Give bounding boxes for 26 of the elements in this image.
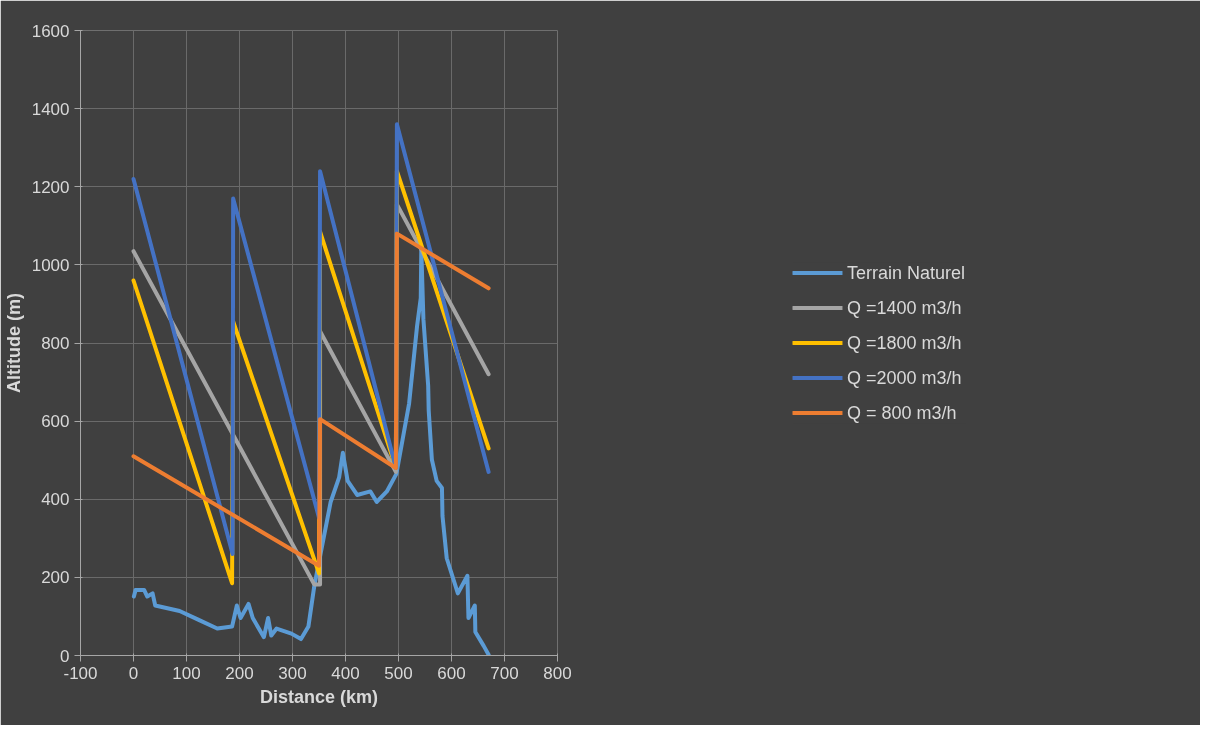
x-tick-label: 200: [225, 663, 254, 683]
x-tick-label: -100: [63, 663, 98, 683]
x-tick-label: 500: [384, 663, 413, 683]
x-tick-label: 300: [278, 663, 307, 683]
x-tick-label: 600: [437, 663, 466, 683]
x-axis-title: Distance (km): [259, 686, 379, 707]
y-tick-label: 1600: [31, 21, 70, 41]
y-tick-label: 1200: [31, 177, 70, 197]
y-tick-label: 1000: [31, 255, 70, 275]
y-tick-label: 600: [41, 412, 70, 432]
y-axis-title: Altitude (m): [3, 293, 24, 393]
y-tick-label: 1400: [31, 99, 70, 119]
x-tick-label: 700: [490, 663, 519, 683]
y-tick-label: 0: [60, 646, 70, 666]
legend-label: Q =1800 m3/h: [846, 332, 962, 353]
legend-label: Terrain Naturel: [846, 262, 966, 283]
y-tick-label: 400: [41, 490, 70, 510]
x-tick-label: 100: [172, 663, 201, 683]
y-tick-label: 200: [41, 568, 70, 588]
legend-label: Q =2000 m3/h: [846, 367, 962, 388]
x-tick-label: 400: [331, 663, 360, 683]
y-tick-label: 800: [41, 334, 70, 353]
legend-label: Q = 800 m3/h: [846, 402, 957, 423]
x-tick-label: 0: [128, 663, 139, 683]
legend-label: Q =1400 m3/h: [846, 297, 962, 318]
x-tick-label: 800: [543, 663, 572, 683]
